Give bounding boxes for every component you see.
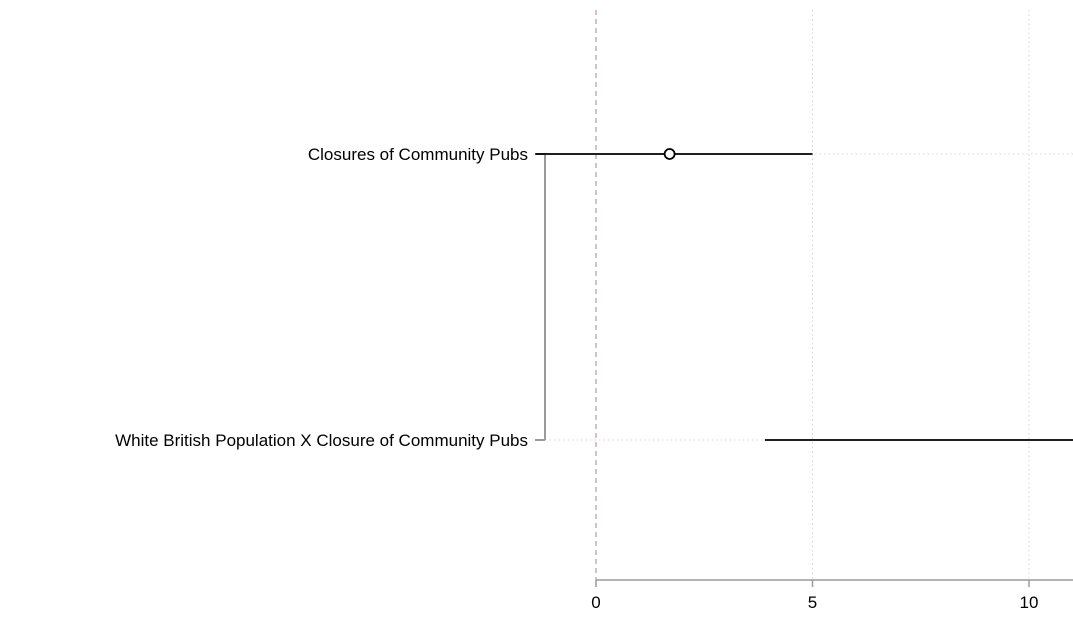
estimates-layer [535, 148, 1073, 441]
x-tick-label: 10 [1020, 593, 1039, 612]
x-axis: 05101520 [591, 579, 1073, 612]
point-estimate [663, 148, 676, 160]
y-category-label: Closures of Community Pubs [308, 145, 528, 164]
x-tick-label: 0 [591, 593, 600, 612]
grid-layer [545, 10, 1073, 580]
x-tick-label: 5 [808, 593, 817, 612]
y-category-label: White British Population X Closure of Co… [115, 431, 528, 450]
y-axis-labels: Closures of Community Pubs White British … [115, 145, 546, 450]
